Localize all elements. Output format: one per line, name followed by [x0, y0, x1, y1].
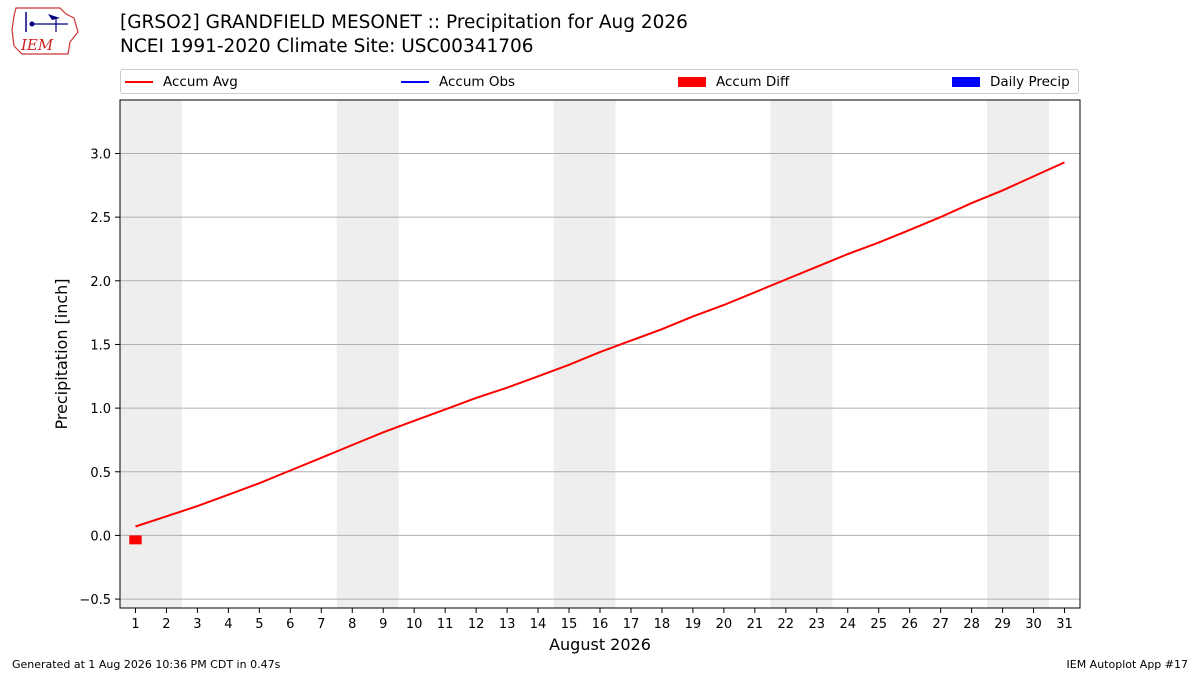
x-tick-label: 5	[255, 617, 263, 632]
legend-label: Daily Precip	[990, 73, 1070, 90]
legend-item-daily-precip: Daily Precip	[952, 70, 1070, 93]
x-axis-label: August 2026	[549, 635, 651, 654]
legend-swatch	[401, 80, 429, 83]
x-tick-label: 13	[499, 617, 516, 632]
legend-label: Accum Obs	[439, 73, 516, 90]
y-axis-label: Precipitation [inch]	[52, 278, 71, 429]
x-tick-label: 1	[131, 617, 139, 632]
x-tick-label: 27	[932, 617, 949, 632]
y-tick-label: 2.0	[90, 275, 111, 290]
x-tick-label: 20	[716, 617, 733, 632]
iem-logo: IEM	[11, 7, 79, 55]
y-tick-label: 0.0	[90, 529, 111, 544]
x-tick-label: 25	[870, 617, 887, 632]
y-tick-label: 3.0	[90, 147, 111, 162]
legend-swatch	[125, 80, 153, 83]
x-tick-label: 21	[747, 617, 764, 632]
weekend-band	[987, 100, 1050, 608]
x-tick-label: 16	[592, 617, 609, 632]
x-tick-label: 31	[1056, 617, 1073, 632]
weather-station-icon	[25, 12, 68, 32]
y-tick-label: −0.5	[79, 593, 111, 608]
x-tick-label: 9	[379, 617, 387, 632]
weekend-band	[120, 100, 182, 608]
x-tick-label: 7	[317, 617, 325, 632]
x-tick-label: 8	[348, 617, 356, 632]
x-tick-label: 23	[809, 617, 826, 632]
diff-bar	[129, 535, 142, 545]
y-tick-label: 1.0	[90, 402, 111, 417]
legend-swatch	[952, 76, 980, 87]
y-tick-label: 2.5	[90, 211, 111, 226]
legend-label: Accum Diff	[716, 73, 790, 90]
legend: Accum Avg Accum Obs Accum Diff Daily Pre…	[120, 69, 1079, 94]
x-tick-label: 19	[685, 617, 702, 632]
x-tick-label: 10	[406, 617, 423, 632]
x-tick-label: 17	[623, 617, 640, 632]
y-tick-label: 1.5	[90, 338, 111, 353]
legend-swatch	[678, 76, 706, 87]
logo-text: IEM	[20, 36, 54, 54]
weekend-band	[336, 100, 399, 608]
x-tick-label: 3	[193, 617, 201, 632]
y-tick-label: 0.5	[90, 466, 111, 481]
legend-item-accum-diff: Accum Diff	[678, 70, 789, 93]
x-tick-label: 18	[654, 617, 671, 632]
x-tick-label: 6	[286, 617, 294, 632]
legend-label: Accum Avg	[163, 73, 238, 90]
x-tick-label: 15	[561, 617, 578, 632]
plot-frame	[119, 99, 1081, 609]
x-tick-label: 2	[162, 617, 170, 632]
x-tick-label: 22	[778, 617, 795, 632]
chart-title: [GRSO2] GRANDFIELD MESONET :: Precipitat…	[120, 12, 688, 33]
x-tick-label: 4	[224, 617, 232, 632]
legend-item-accum-obs: Accum Obs	[401, 70, 515, 93]
legend-item-accum-avg: Accum Avg	[125, 70, 238, 93]
x-tick-label: 14	[530, 617, 547, 632]
app-credit: IEM Autoplot App #17	[1066, 658, 1189, 671]
x-tick-label: 26	[901, 617, 918, 632]
accum-avg-line	[135, 161, 1065, 528]
x-tick-label: 24	[839, 617, 856, 632]
weekend-band	[770, 100, 833, 608]
weekend-band	[553, 100, 616, 608]
x-tick-label: 28	[963, 617, 980, 632]
x-tick-label: 12	[468, 617, 485, 632]
x-tick-label: 29	[994, 617, 1011, 632]
x-tick-label: 11	[437, 617, 454, 632]
x-tick-label: 30	[1025, 617, 1042, 632]
generated-timestamp: Generated at 1 Aug 2026 10:36 PM CDT in …	[12, 658, 281, 671]
chart-subtitle: NCEI 1991-2020 Climate Site: USC00341706	[120, 36, 534, 57]
